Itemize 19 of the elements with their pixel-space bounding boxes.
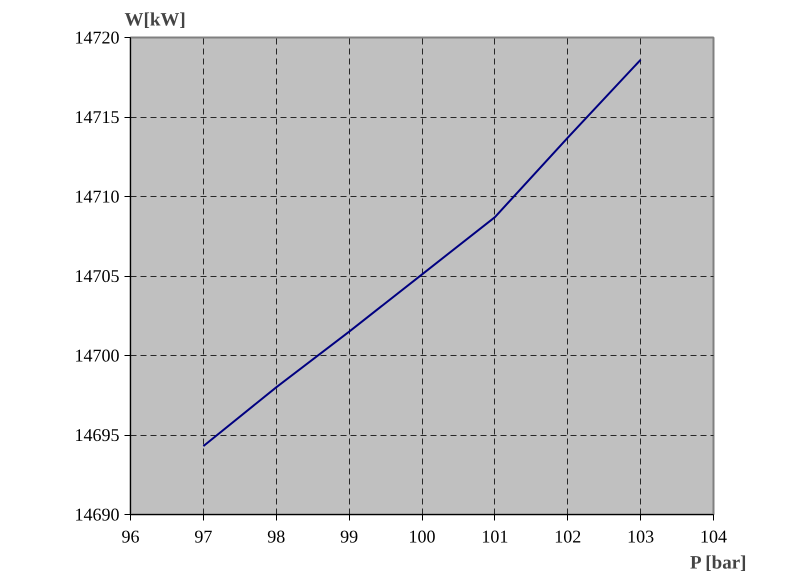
x-tick-label: 96	[122, 526, 140, 546]
line-series	[202, 58, 642, 448]
x-tick-label: 103	[627, 526, 654, 546]
y-tick-label: 14700	[74, 346, 120, 366]
y-tick-label: 14705	[74, 266, 120, 286]
y-tick-label: 14710	[74, 186, 120, 206]
y-tick-label: 14690	[74, 504, 120, 524]
x-tick-label: 100	[408, 526, 436, 546]
x-tick-label: 102	[554, 526, 582, 546]
x-axis-title: P [bar]	[690, 552, 746, 574]
x-tick-label: 99	[340, 526, 358, 546]
x-tick-label: 104	[700, 526, 727, 546]
y-tick-label: 14715	[74, 107, 120, 127]
x-tick-label: 101	[481, 526, 508, 546]
y-tick-label: 14720	[74, 28, 120, 48]
x-tick-label: 97	[194, 526, 212, 546]
x-tick-label: 98	[267, 526, 286, 546]
y-axis-title: W[kW]	[124, 10, 186, 30]
y-tick-label: 14695	[74, 425, 120, 445]
